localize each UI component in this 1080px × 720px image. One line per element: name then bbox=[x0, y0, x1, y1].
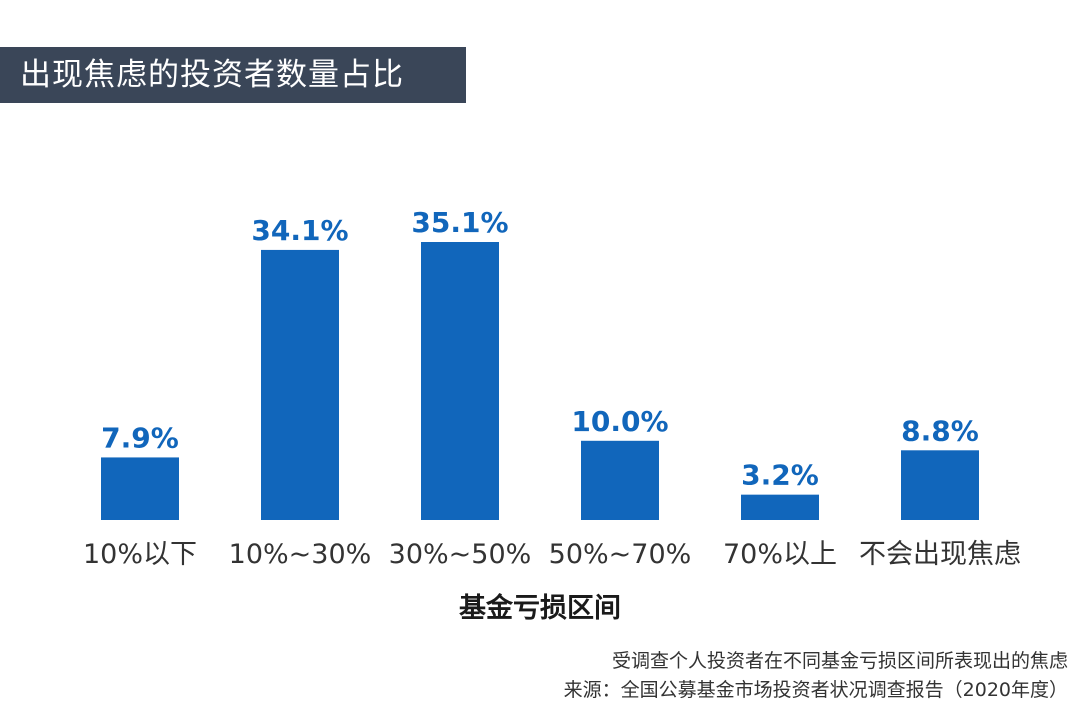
data-label-6: 8.8% bbox=[901, 414, 979, 447]
bar-3 bbox=[421, 242, 499, 520]
chart-title: 出现焦虑的投资者数量占比 bbox=[0, 47, 466, 103]
bar-6 bbox=[901, 450, 979, 520]
category-label-3: 30%~50% bbox=[389, 539, 532, 570]
data-label-4: 10.0% bbox=[571, 405, 668, 438]
data-label-1: 7.9% bbox=[101, 421, 179, 454]
chart-note: 受调查个人投资者在不同基金亏损区间所表现出的焦虑 bbox=[611, 650, 1068, 672]
data-label-5: 3.2% bbox=[741, 459, 819, 492]
data-label-3: 35.1% bbox=[411, 206, 508, 239]
x-axis-label: 基金亏损区间 bbox=[459, 593, 621, 624]
bar-1 bbox=[101, 457, 179, 520]
category-label-6: 不会出现焦虑 bbox=[859, 539, 1021, 570]
bar-4 bbox=[581, 440, 659, 520]
source-note: 来源：全国公募基金市场投资者状况调查报告（2020年度） bbox=[563, 679, 1068, 701]
category-label-5: 70%以上 bbox=[723, 539, 837, 570]
category-label-2: 10%~30% bbox=[229, 539, 372, 570]
bar-2 bbox=[261, 249, 339, 520]
bar-5 bbox=[741, 494, 819, 520]
data-label-2: 34.1% bbox=[251, 214, 348, 247]
category-label-1: 10%以下 bbox=[83, 539, 197, 570]
category-label-4: 50%~70% bbox=[549, 539, 692, 570]
